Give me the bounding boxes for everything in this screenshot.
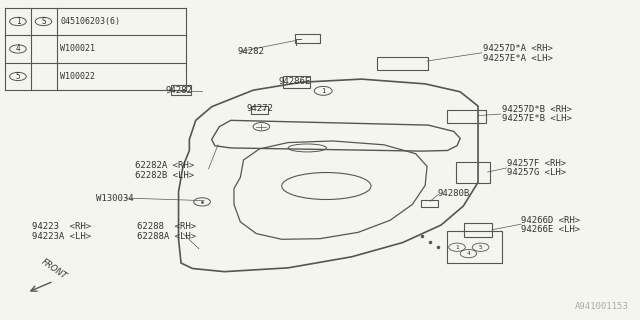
Text: W100022: W100022 <box>60 72 95 81</box>
Text: 94257E*B <LH>: 94257E*B <LH> <box>502 114 572 123</box>
Text: 4: 4 <box>467 251 470 256</box>
Text: FRONT: FRONT <box>40 257 68 281</box>
Text: 94223  <RH>: 94223 <RH> <box>32 222 91 231</box>
Text: 62288A <LH>: 62288A <LH> <box>137 232 196 241</box>
Text: S: S <box>41 17 45 26</box>
Text: 94257D*A <RH>: 94257D*A <RH> <box>483 44 553 53</box>
Text: 5: 5 <box>479 245 483 250</box>
Text: 4: 4 <box>15 44 20 53</box>
Text: A941001153: A941001153 <box>575 302 629 311</box>
Text: W130034: W130034 <box>96 194 133 203</box>
Text: 62288  <RH>: 62288 <RH> <box>137 222 196 231</box>
Text: 94282: 94282 <box>166 86 193 95</box>
Text: 94257F <RH>: 94257F <RH> <box>507 159 566 168</box>
Text: 94286E: 94286E <box>278 77 311 86</box>
Text: 1: 1 <box>321 88 325 94</box>
Text: 94280B: 94280B <box>437 189 470 198</box>
Text: 94257E*A <LH>: 94257E*A <LH> <box>483 54 553 63</box>
Text: 94272: 94272 <box>246 104 273 113</box>
Text: 1: 1 <box>15 17 20 26</box>
Text: 94257G <LH>: 94257G <LH> <box>507 168 566 177</box>
Text: 1: 1 <box>455 245 459 250</box>
Text: 045106203(6): 045106203(6) <box>60 17 120 26</box>
Text: 62282B <LH>: 62282B <LH> <box>135 171 195 180</box>
Text: 94266E <LH>: 94266E <LH> <box>522 225 580 234</box>
Text: 94257D*B <RH>: 94257D*B <RH> <box>502 105 572 114</box>
Text: 5: 5 <box>15 72 20 81</box>
Text: 94266D <RH>: 94266D <RH> <box>522 216 580 225</box>
Text: 94282: 94282 <box>237 47 264 56</box>
Text: 94223A <LH>: 94223A <LH> <box>32 232 91 241</box>
Text: 62282A <RH>: 62282A <RH> <box>135 161 195 170</box>
Text: W100021: W100021 <box>60 44 95 53</box>
